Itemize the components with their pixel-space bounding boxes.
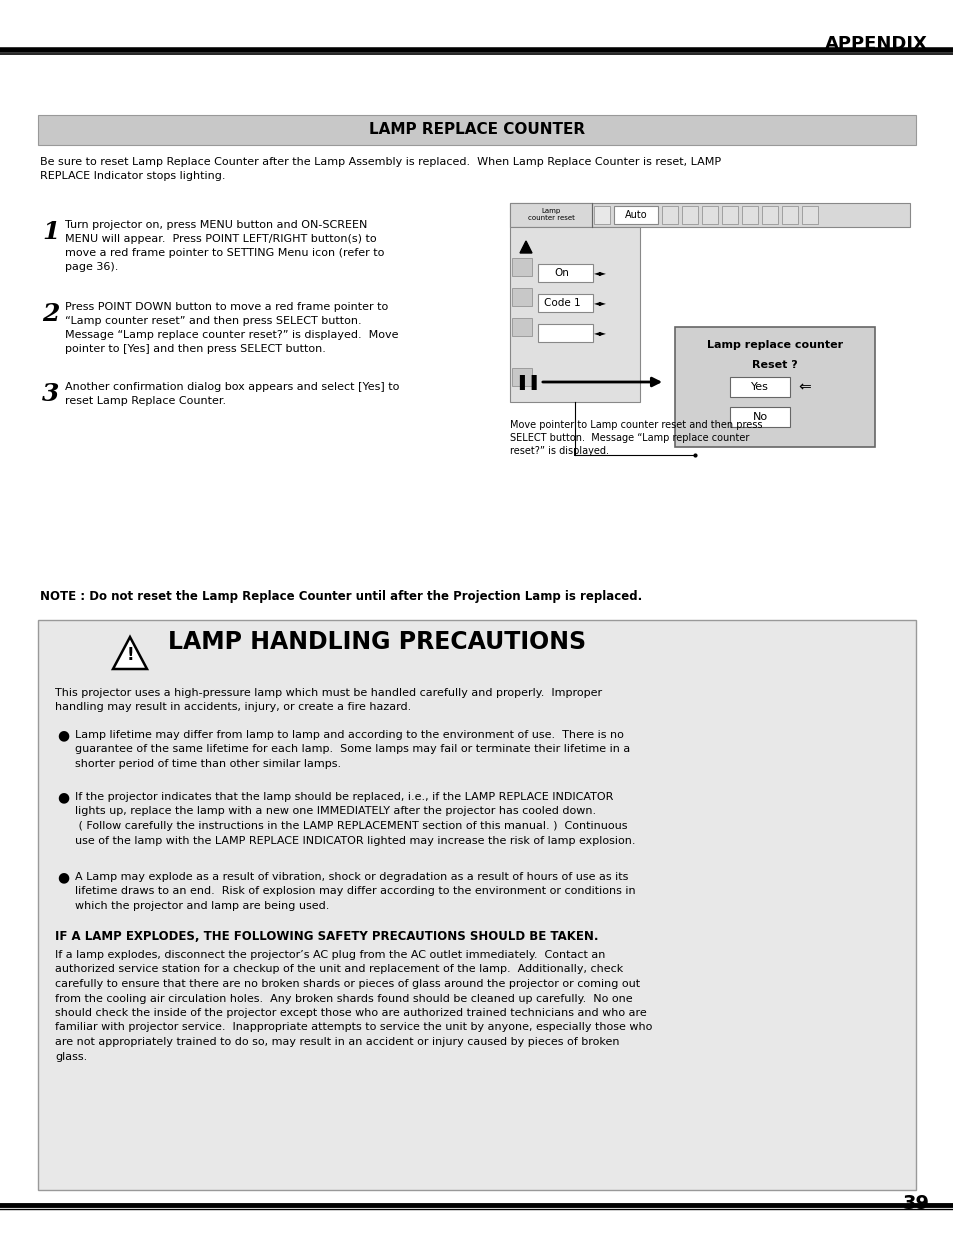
Text: !: ! [126,646,133,664]
Text: NOTE : Do not reset the Lamp Replace Counter until after the Projection Lamp is : NOTE : Do not reset the Lamp Replace Cou… [40,590,641,603]
Bar [512,317,532,336]
Text: Lamp
counter reset: Lamp counter reset [527,209,574,221]
Text: ●: ● [57,869,69,884]
Bar [614,206,658,224]
Bar [741,206,758,224]
Text: glass.: glass. [55,1051,87,1062]
Text: ⇐: ⇐ [798,379,810,394]
Text: If a lamp explodes, disconnect the projector’s AC plug from the AC outlet immedi: If a lamp explodes, disconnect the proje… [55,950,605,960]
Text: ●: ● [57,727,69,742]
Text: On: On [554,268,569,278]
Text: Lamp replace counter: Lamp replace counter [706,340,842,350]
Text: ( Follow carefully the instructions in the LAMP REPLACEMENT section of this manu: ( Follow carefully the instructions in t… [75,821,627,831]
Text: ◄►: ◄► [593,268,606,278]
Bar [510,227,639,403]
Bar [729,408,789,427]
Text: shorter period of time than other similar lamps.: shorter period of time than other simila… [75,760,341,769]
Text: guarantee of the same lifetime for each lamp.  Some lamps may fail or terminate : guarantee of the same lifetime for each … [75,745,630,755]
Text: carefully to ensure that there are no broken shards or pieces of glass around th: carefully to ensure that there are no br… [55,979,639,989]
Text: familiar with projector service.  Inappropriate attempts to service the unit by : familiar with projector service. Inappro… [55,1023,652,1032]
Bar [512,288,532,306]
Bar [512,368,532,387]
Bar [781,206,797,224]
Text: 1: 1 [42,220,59,245]
Bar [801,206,817,224]
Text: Yes: Yes [750,382,768,391]
Text: If the projector indicates that the lamp should be replaced, i.e., if the LAMP R: If the projector indicates that the lamp… [75,792,613,802]
Text: 3: 3 [42,382,59,406]
Bar [510,203,592,227]
Bar [721,206,738,224]
Text: Lamp lifetime may differ from lamp to lamp and according to the environment of u: Lamp lifetime may differ from lamp to la… [75,730,623,740]
Bar [537,264,593,282]
Text: are not appropriately trained to do so, may result in an accident or injury caus: are not appropriately trained to do so, … [55,1037,618,1047]
Text: Another confirmation dialog box appears and select [Yes] to
reset Lamp Replace C: Another confirmation dialog box appears … [65,382,399,406]
Text: APPENDIX: APPENDIX [824,35,927,53]
Text: ●: ● [57,790,69,804]
Text: Turn projector on, press MENU button and ON-SCREEN
MENU will appear.  Press POIN: Turn projector on, press MENU button and… [65,220,384,272]
Text: ❚❚: ❚❚ [515,374,540,389]
Text: lifetime draws to an end.  Risk of explosion may differ according to the environ: lifetime draws to an end. Risk of explos… [75,887,635,897]
Bar [537,324,593,342]
Bar [701,206,718,224]
Bar [761,206,778,224]
Text: should check the inside of the projector except those who are authorized trained: should check the inside of the projector… [55,1008,646,1018]
Text: This projector uses a high-pressure lamp which must be handled carefully and pro: This projector uses a high-pressure lamp… [55,688,601,698]
Polygon shape [519,241,532,253]
Text: lights up, replace the lamp with a new one IMMEDIATELY after the projector has c: lights up, replace the lamp with a new o… [75,806,596,816]
Bar [675,327,874,447]
Text: LAMP REPLACE COUNTER: LAMP REPLACE COUNTER [369,122,584,137]
Bar [681,206,698,224]
Bar [512,258,532,275]
Text: Auto: Auto [624,210,647,220]
Text: which the projector and lamp are being used.: which the projector and lamp are being u… [75,902,329,911]
Text: Move pointer to Lamp counter reset and then press
SELECT button.  Message “Lamp : Move pointer to Lamp counter reset and t… [510,420,761,457]
Text: Press POINT DOWN button to move a red frame pointer to
“Lamp counter reset” and : Press POINT DOWN button to move a red fr… [65,303,398,354]
Text: No: No [752,412,767,422]
Text: use of the lamp with the LAMP REPLACE INDICATOR lighted may increase the risk of: use of the lamp with the LAMP REPLACE IN… [75,836,635,846]
Text: Reset ?: Reset ? [751,359,797,370]
Text: handling may result in accidents, injury, or create a fire hazard.: handling may result in accidents, injury… [55,703,411,713]
Bar [38,115,915,144]
Bar [729,377,789,396]
Text: 39: 39 [902,1194,928,1213]
Text: from the cooling air circulation holes.  Any broken shards found should be clean: from the cooling air circulation holes. … [55,993,632,1004]
Text: Be sure to reset Lamp Replace Counter after the Lamp Assembly is replaced.  When: Be sure to reset Lamp Replace Counter af… [40,157,720,182]
Text: authorized service station for a checkup of the unit and replacement of the lamp: authorized service station for a checkup… [55,965,622,974]
Polygon shape [112,637,147,669]
Bar [661,206,678,224]
Bar [594,206,609,224]
Text: LAMP HANDLING PRECAUTIONS: LAMP HANDLING PRECAUTIONS [168,630,585,655]
Text: Code 1: Code 1 [543,298,579,308]
Text: IF A LAMP EXPLODES, THE FOLLOWING SAFETY PRECAUTIONS SHOULD BE TAKEN.: IF A LAMP EXPLODES, THE FOLLOWING SAFETY… [55,930,598,944]
Text: ◄►: ◄► [593,329,606,337]
Bar [510,203,909,227]
Bar [38,620,915,1191]
Bar [537,294,593,312]
Text: ◄►: ◄► [593,299,606,308]
Text: 2: 2 [42,303,59,326]
Text: A Lamp may explode as a result of vibration, shock or degradation as a result of: A Lamp may explode as a result of vibrat… [75,872,628,882]
